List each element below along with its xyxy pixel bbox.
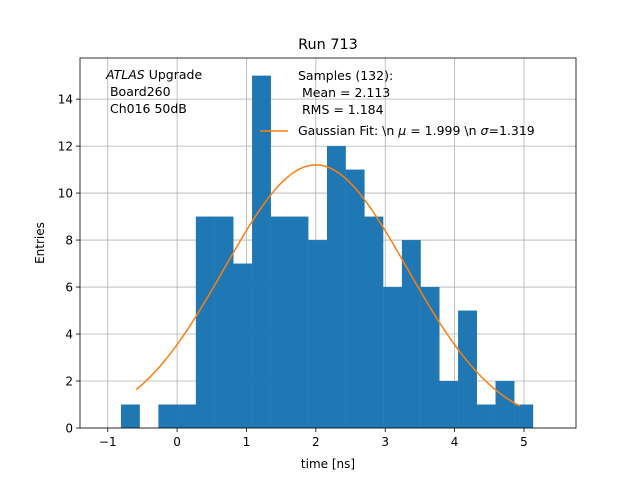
chart-title: Run 713: [298, 37, 358, 53]
legend-samples-line-1: Samples (132):: [298, 68, 393, 83]
legend-samples-line-3: RMS = 1.184: [298, 102, 384, 117]
legend-samples-line-2: Mean = 2.113: [298, 85, 390, 100]
histogram-bar: [177, 404, 197, 428]
y-tick-label: 8: [65, 234, 73, 248]
histogram-bar: [252, 75, 271, 428]
plot-frame: [79, 57, 577, 429]
y-tick-label: 6: [65, 281, 73, 295]
gaussian-fit-curve: [135, 164, 521, 407]
y-tick-label: 0: [65, 422, 73, 436]
x-tick-label: 5: [520, 435, 528, 449]
histogram-bar: [270, 216, 290, 428]
y-tick-label: 12: [58, 140, 73, 154]
x-tick-label: 4: [451, 435, 459, 449]
x-tick-label: 1: [243, 435, 251, 449]
histogram-bar: [158, 404, 178, 428]
y-axis-ticks: 0 2 4 6 8 10 12 14: [58, 93, 80, 436]
x-axis-label: time [ns]: [301, 457, 355, 471]
x-tick-label: 0: [173, 435, 181, 449]
histogram-bar: [458, 310, 477, 428]
atlas-label: ATLAS: [105, 67, 145, 82]
histogram-bar: [233, 263, 253, 428]
histogram-bar: [289, 216, 309, 428]
histogram-bar: [364, 216, 384, 428]
x-tick-label: 2: [312, 435, 320, 449]
upgrade-label: Upgrade: [145, 67, 203, 82]
histogram-bar: [439, 381, 459, 428]
histogram-bar: [120, 404, 140, 428]
annotation-box: ATLAS Upgrade Board260 Ch016 50dB: [105, 67, 202, 116]
histogram-bar: [514, 404, 534, 428]
histogram-bar: [195, 216, 215, 428]
histogram-bar: [420, 287, 440, 428]
y-tick-label: 14: [58, 93, 73, 107]
x-tick-label: 3: [381, 435, 389, 449]
histogram-bars: [120, 75, 534, 429]
y-tick-label: 2: [65, 375, 73, 389]
y-axis-label: Entries: [33, 222, 47, 264]
x-tick-label: −1: [99, 435, 117, 449]
annotation-line-2: Board260: [106, 84, 171, 99]
histogram-bar: [214, 216, 234, 428]
y-tick-label: 4: [65, 328, 73, 342]
y-tick-label: 10: [58, 187, 73, 201]
histogram-bar: [326, 146, 346, 428]
legend-fit-label: Gaussian Fit: \n μ = 1.999 \n σ=1.319: [298, 123, 535, 138]
histogram-bar: [476, 404, 496, 428]
x-axis-ticks: −1 0 1 2 3 4 5: [99, 428, 528, 449]
annotation-line-1: ATLAS Upgrade: [105, 67, 202, 82]
histogram-bar: [401, 240, 421, 428]
annotation-line-3: Ch016 50dB: [106, 101, 187, 116]
histogram-bar: [308, 240, 328, 428]
histogram-bar: [495, 381, 515, 428]
histogram-bar: [345, 169, 365, 429]
legend: Samples (132): Mean = 2.113 RMS = 1.184 …: [260, 68, 535, 138]
histogram-bar: [383, 287, 403, 428]
